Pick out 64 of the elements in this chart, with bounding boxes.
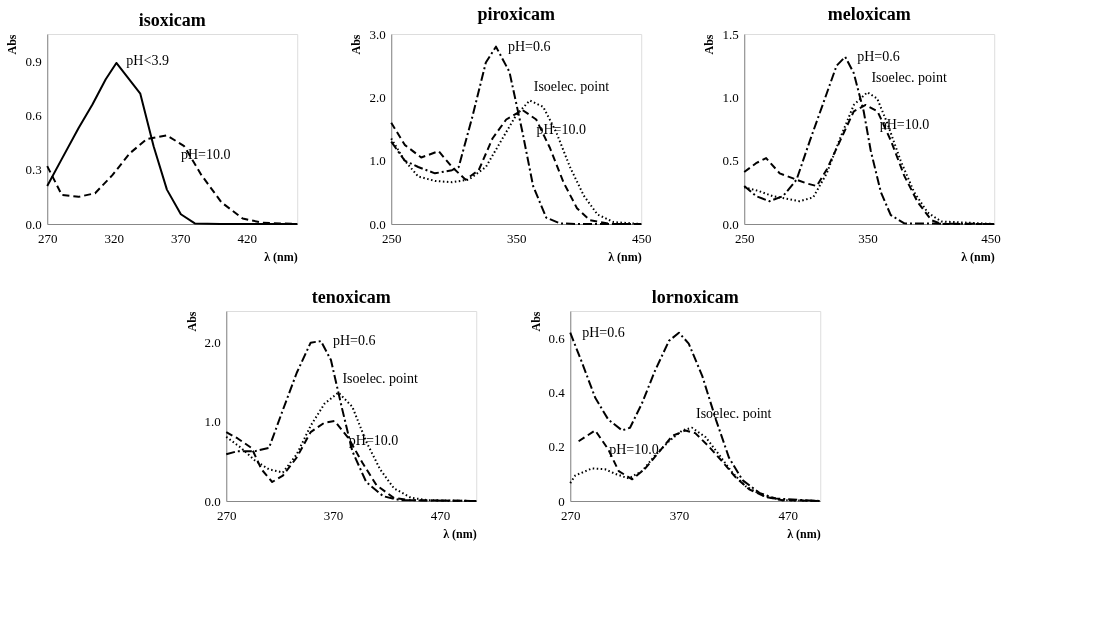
series-label: pH=10.0 [536, 122, 586, 137]
series-label: pH=10.0 [609, 442, 659, 458]
y-tick-label: 0.3 [25, 162, 42, 178]
y-tick-label: 1.0 [369, 153, 386, 169]
x-axis-title: λ (nm) [608, 249, 642, 264]
x-tick-label: 450 [981, 230, 1001, 246]
chart-title: piroxicam [477, 4, 556, 24]
series-label: pH=0.6 [332, 333, 376, 349]
y-axis-title: Abs [5, 34, 20, 55]
x-tick-label: 470 [430, 507, 451, 523]
y-tick-label: 0.5 [722, 153, 739, 169]
y-tick-label: 0.0 [204, 493, 221, 509]
x-axis-title: λ (nm) [264, 249, 298, 264]
x-tick-label: 470 [778, 507, 798, 523]
series-label: pH<3.9 [126, 52, 169, 68]
series-label: Isoelec. point [695, 405, 772, 421]
x-axis-title: λ (nm) [961, 249, 995, 264]
x-tick-label: 250 [734, 230, 755, 246]
x-axis-title: λ (nm) [787, 526, 821, 541]
y-tick-label: 1.0 [722, 89, 739, 105]
series-label: Isoelec. point [871, 70, 947, 86]
y-tick-label: 0.6 [548, 330, 566, 346]
x-tick-label: 250 [381, 230, 402, 246]
y-tick-label: 0.2 [548, 439, 565, 455]
y-tick-label: 1.0 [204, 414, 221, 430]
y-tick-label: 2.0 [369, 89, 386, 105]
y-tick-label: 0.6 [25, 107, 43, 123]
y-tick-label: 0.9 [25, 53, 42, 69]
chart-title: lornoxicam [651, 287, 739, 307]
series-label: pH=0.6 [857, 48, 900, 64]
y-axis-title: Abs [528, 311, 543, 332]
y-tick-label: 0.0 [722, 216, 739, 232]
y-tick-label: 0.0 [369, 216, 386, 232]
x-axis-title: λ (nm) [443, 526, 477, 541]
y-tick-label: 3.0 [369, 26, 386, 42]
chart-title: isoxicam [138, 10, 206, 30]
x-tick-label: 270 [217, 507, 237, 523]
y-axis-title: Abs [184, 311, 199, 332]
series-label: Isoelec. point [533, 78, 610, 94]
x-tick-label: 270 [561, 507, 581, 523]
series-label: Isoelec. point [342, 370, 418, 386]
series-label: pH=10.0 [879, 116, 930, 132]
y-tick-label: 1.5 [722, 26, 739, 42]
series-label: pH=0.6 [507, 38, 551, 54]
x-tick-label: 420 [237, 230, 257, 246]
series-label: pH=10.0 [180, 147, 231, 163]
series-label: pH=10.0 [348, 433, 399, 449]
y-tick-label: 0.4 [548, 384, 566, 400]
x-tick-label: 370 [170, 230, 191, 246]
x-tick-label: 450 [631, 230, 652, 246]
x-tick-label: 270 [37, 230, 58, 246]
y-tick-label: 2.0 [204, 335, 221, 351]
x-tick-label: 350 [506, 230, 527, 246]
y-axis-title: Abs [349, 34, 364, 55]
x-tick-label: 370 [669, 507, 690, 523]
y-tick-label: 0.0 [25, 216, 42, 232]
series-label: pH=0.6 [582, 324, 625, 340]
x-tick-label: 350 [858, 230, 878, 246]
x-tick-label: 370 [323, 507, 344, 523]
y-axis-title: Abs [702, 34, 717, 55]
x-tick-label: 320 [104, 230, 124, 246]
y-tick-label: 0 [558, 493, 565, 509]
chart-title: tenoxicam [311, 287, 391, 307]
chart-title: meloxicam [827, 4, 911, 24]
